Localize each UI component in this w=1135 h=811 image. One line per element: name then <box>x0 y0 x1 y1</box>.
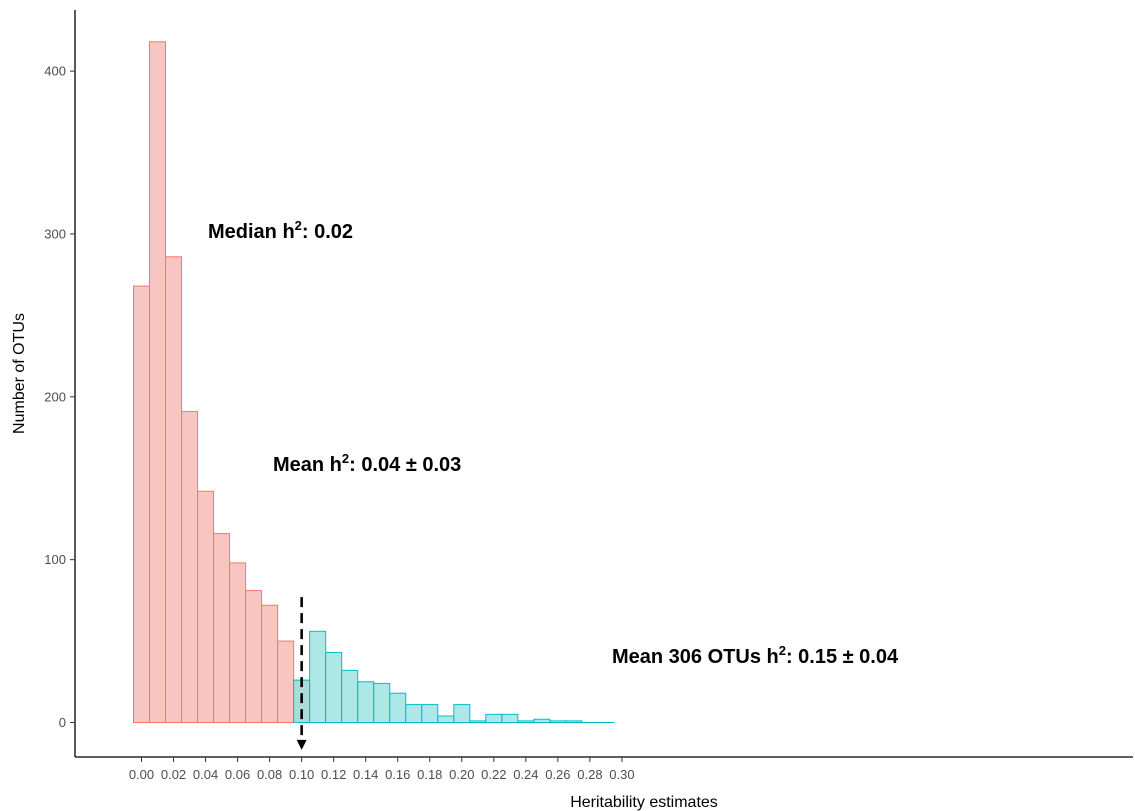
histogram-bar <box>437 715 455 724</box>
x-tick-label: 0.00 <box>129 767 154 782</box>
x-tick-label: 0.20 <box>449 767 474 782</box>
annotation-mean-306: Mean 306 OTUs h2: 0.15 ± 0.04 <box>612 643 899 668</box>
y-tick-label: 100 <box>44 552 66 567</box>
y-tick-label: 0 <box>59 715 66 730</box>
histogram-bar <box>533 718 551 723</box>
x-tick-label: 0.30 <box>609 767 634 782</box>
x-tick-label: 0.26 <box>545 767 570 782</box>
histogram-bar <box>213 533 231 723</box>
y-tick-label: 300 <box>44 226 66 241</box>
threshold-arrowhead <box>296 739 307 750</box>
x-tick-label: 0.06 <box>225 767 250 782</box>
histogram-bar <box>485 713 503 723</box>
histogram-bar <box>132 285 151 723</box>
histogram-bar <box>197 490 215 723</box>
x-tick-label: 0.18 <box>417 767 442 782</box>
x-tick-label: 0.24 <box>513 767 538 782</box>
annotation-mean-post: : 0.04 ± 0.03 <box>349 454 461 476</box>
histogram-bar <box>357 681 375 723</box>
x-tick-label: 0.08 <box>257 767 282 782</box>
annotation-mean-pre: Mean h <box>273 454 342 476</box>
annotation-median-sup: 2 <box>295 218 302 233</box>
annotation-mean: Mean h2: 0.04 ± 0.03 <box>273 451 461 476</box>
histogram-bar <box>389 692 407 724</box>
annotation-mean-306-pre: Mean 306 OTUs h <box>612 646 779 668</box>
histogram-bar <box>549 720 567 724</box>
histogram-bar <box>277 640 295 724</box>
axes-layer <box>74 10 1133 758</box>
histogram-bar <box>565 720 583 724</box>
y-axis-title: Number of OTUs <box>11 313 28 434</box>
annotation-mean-sup: 2 <box>342 451 349 466</box>
y-tick-label: 400 <box>44 64 66 79</box>
annotation-median-pre: Median h <box>208 221 295 243</box>
bars-layer <box>132 41 615 724</box>
x-tick-label: 0.28 <box>577 767 602 782</box>
histogram-bar <box>261 604 279 723</box>
histogram-bar <box>405 704 423 723</box>
histogram-bar <box>149 41 167 724</box>
annotation-median: Median h2: 0.02 <box>208 218 353 243</box>
y-tick-label: 200 <box>44 389 66 404</box>
x-tick-label: 0.12 <box>321 767 346 782</box>
annotation-mean-306-post: : 0.15 ± 0.04 <box>786 646 899 668</box>
x-tick-label: 0.10 <box>289 767 314 782</box>
histogram-bar <box>453 704 471 723</box>
x-tick-label: 0.22 <box>481 767 506 782</box>
histogram-bar <box>421 704 439 723</box>
histogram-bar <box>229 562 247 723</box>
x-tick-label: 0.04 <box>193 767 218 782</box>
x-tick-label: 0.02 <box>161 767 186 782</box>
ticks-layer: 0.00 0.02 0.04 0.06 0.08 0.10 0.12 0.14 0.16 0.18… <box>44 64 634 782</box>
x-axis-title: Heritability estimates <box>570 794 718 811</box>
histogram-bar <box>517 720 535 724</box>
threshold-marker <box>296 597 307 750</box>
annotation-median-post: : 0.02 <box>302 221 353 243</box>
histogram-bar <box>309 630 327 724</box>
annotation-mean-306-sup: 2 <box>779 643 786 658</box>
x-tick-label: 0.16 <box>385 767 410 782</box>
histogram-bar <box>341 669 359 723</box>
x-tick-label: 0.14 <box>353 767 378 782</box>
histogram-bar <box>165 256 183 723</box>
histogram-bar <box>373 682 391 724</box>
histogram-bar <box>181 410 199 723</box>
histogram-bar <box>501 713 519 723</box>
histogram-bar <box>469 720 487 724</box>
histogram-bar <box>325 651 343 723</box>
histogram-bar <box>245 590 263 723</box>
